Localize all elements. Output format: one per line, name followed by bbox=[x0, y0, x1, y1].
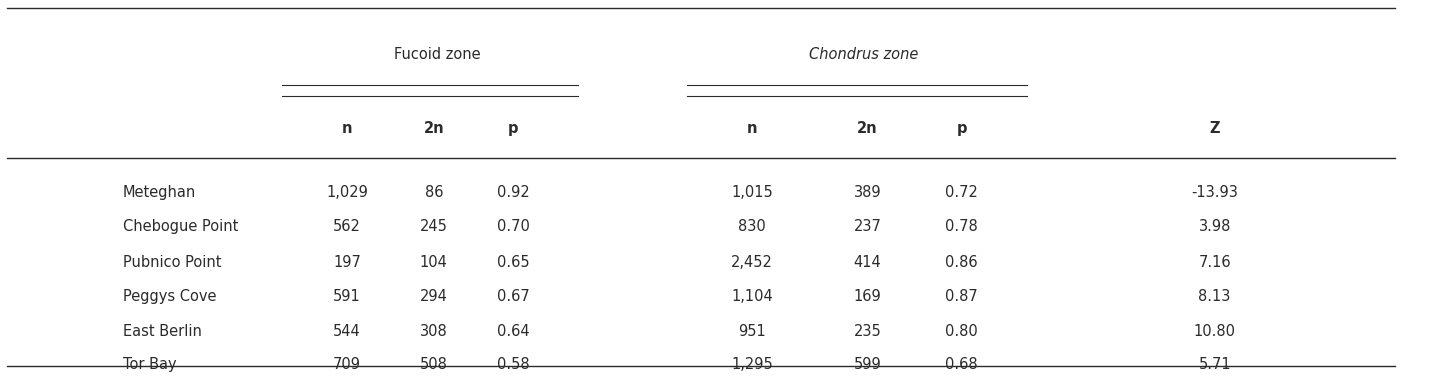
Text: 1,104: 1,104 bbox=[732, 289, 772, 304]
Text: East Berlin: East Berlin bbox=[123, 324, 202, 339]
Text: 0.70: 0.70 bbox=[497, 219, 529, 234]
Text: 104: 104 bbox=[419, 254, 448, 270]
Text: 0.87: 0.87 bbox=[946, 289, 977, 304]
Text: 0.68: 0.68 bbox=[946, 357, 977, 372]
Text: 2n: 2n bbox=[857, 121, 878, 136]
Text: n: n bbox=[341, 121, 353, 136]
Text: 0.92: 0.92 bbox=[497, 185, 529, 200]
Text: 308: 308 bbox=[419, 324, 448, 339]
Text: 2,452: 2,452 bbox=[732, 254, 772, 270]
Text: 389: 389 bbox=[853, 185, 882, 200]
Text: Pubnico Point: Pubnico Point bbox=[123, 254, 221, 270]
Text: 0.72: 0.72 bbox=[946, 185, 977, 200]
Text: 235: 235 bbox=[853, 324, 882, 339]
Text: 1,029: 1,029 bbox=[327, 185, 367, 200]
Text: 169: 169 bbox=[853, 289, 882, 304]
Text: 0.67: 0.67 bbox=[497, 289, 529, 304]
Text: 5.71: 5.71 bbox=[1199, 357, 1231, 372]
Text: 3.98: 3.98 bbox=[1199, 219, 1231, 234]
Text: Fucoid zone: Fucoid zone bbox=[395, 47, 480, 62]
Text: 0.78: 0.78 bbox=[946, 219, 977, 234]
Text: 414: 414 bbox=[853, 254, 882, 270]
Text: 237: 237 bbox=[853, 219, 882, 234]
Text: 709: 709 bbox=[333, 357, 362, 372]
Text: 8.13: 8.13 bbox=[1199, 289, 1231, 304]
Text: 7.16: 7.16 bbox=[1199, 254, 1231, 270]
Text: 0.65: 0.65 bbox=[497, 254, 529, 270]
Text: -13.93: -13.93 bbox=[1192, 185, 1238, 200]
Text: p: p bbox=[508, 121, 519, 136]
Text: Chondrus zone: Chondrus zone bbox=[810, 47, 918, 62]
Text: 562: 562 bbox=[333, 219, 362, 234]
Text: Meteghan: Meteghan bbox=[123, 185, 197, 200]
Text: 0.64: 0.64 bbox=[497, 324, 529, 339]
Text: 294: 294 bbox=[419, 289, 448, 304]
Text: Z: Z bbox=[1209, 121, 1220, 136]
Text: 599: 599 bbox=[853, 357, 882, 372]
Text: Tor Bay: Tor Bay bbox=[123, 357, 176, 372]
Text: 544: 544 bbox=[333, 324, 362, 339]
Text: 86: 86 bbox=[425, 185, 442, 200]
Text: 951: 951 bbox=[737, 324, 766, 339]
Text: 0.86: 0.86 bbox=[946, 254, 977, 270]
Text: 2n: 2n bbox=[424, 121, 444, 136]
Text: p: p bbox=[956, 121, 967, 136]
Text: 0.80: 0.80 bbox=[946, 324, 977, 339]
Text: 0.58: 0.58 bbox=[497, 357, 529, 372]
Text: 830: 830 bbox=[737, 219, 766, 234]
Text: Chebogue Point: Chebogue Point bbox=[123, 219, 239, 234]
Text: 591: 591 bbox=[333, 289, 362, 304]
Text: n: n bbox=[746, 121, 758, 136]
Text: 508: 508 bbox=[419, 357, 448, 372]
Text: Peggys Cove: Peggys Cove bbox=[123, 289, 217, 304]
Text: 1,015: 1,015 bbox=[732, 185, 772, 200]
Text: 1,295: 1,295 bbox=[732, 357, 772, 372]
Text: 10.80: 10.80 bbox=[1193, 324, 1236, 339]
Text: 245: 245 bbox=[419, 219, 448, 234]
Text: 197: 197 bbox=[333, 254, 362, 270]
